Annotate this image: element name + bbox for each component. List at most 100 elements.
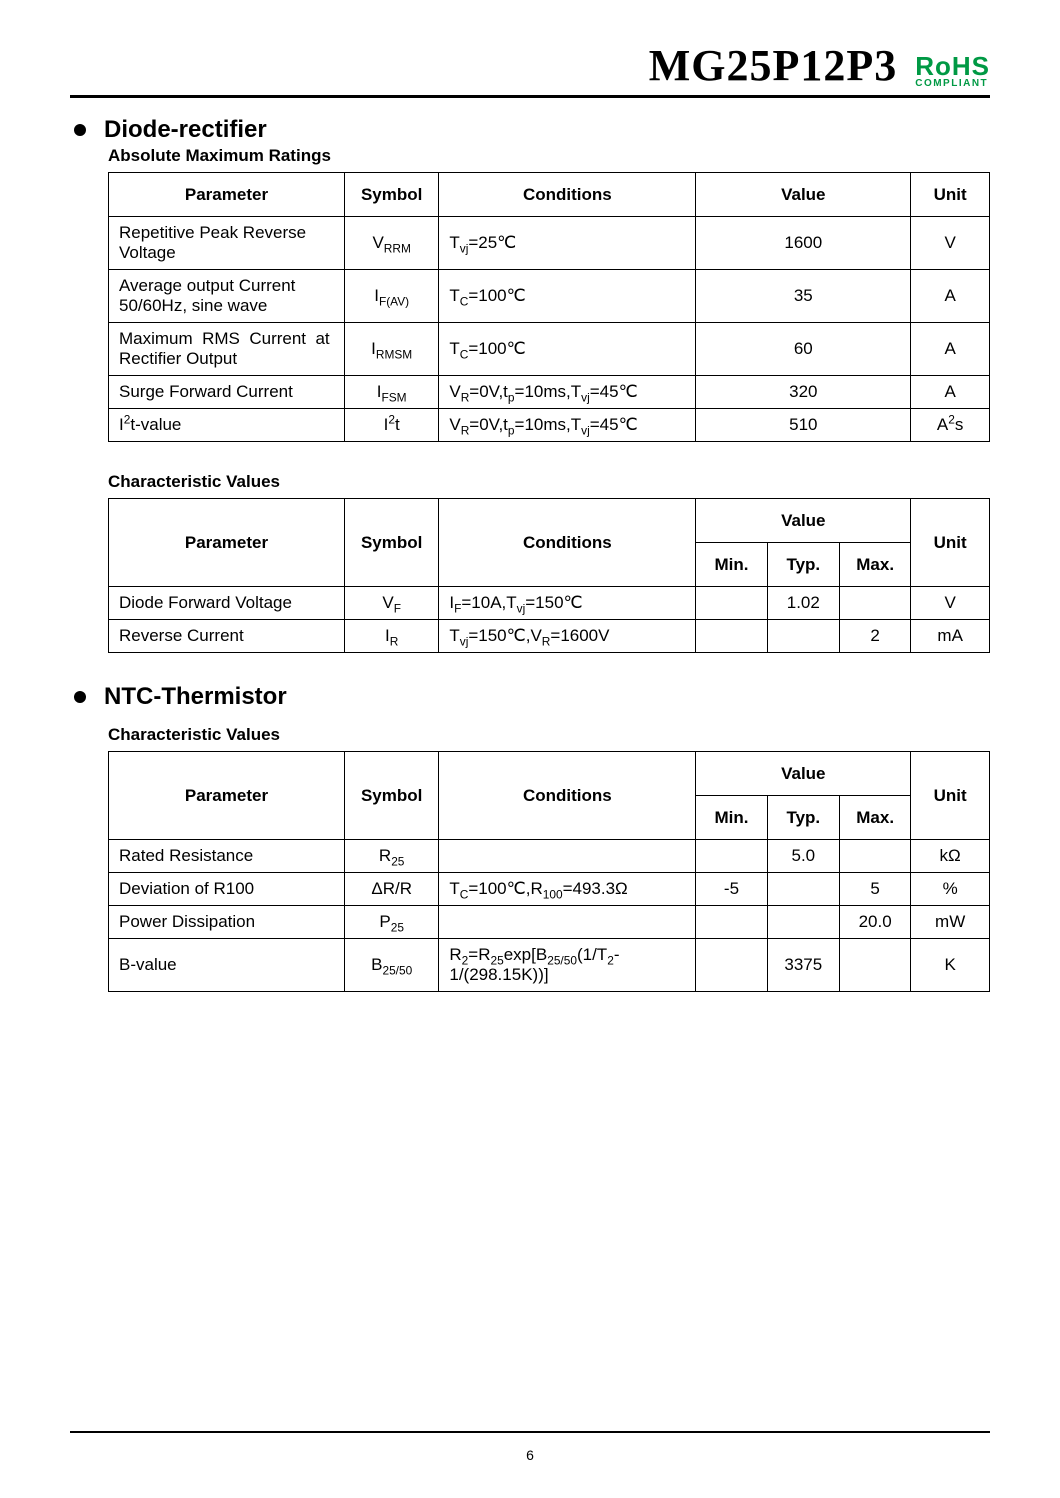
cell-min xyxy=(696,939,767,992)
cell-max: 20.0 xyxy=(839,906,910,939)
cell-param: Maximum RMS Current at Rectifier Output xyxy=(109,323,345,376)
table-row: Diode Forward Voltage VF IF=10A,Tvj=150℃… xyxy=(109,587,990,620)
cell-symbol: IF(AV) xyxy=(344,270,438,323)
cell-symbol: P25 xyxy=(344,906,438,939)
datasheet-page: MG25P12P3 RoHS COMPLIANT Diode-rectifier… xyxy=(0,0,1060,1498)
table-header-row: Parameter Symbol Conditions Value Unit xyxy=(109,752,990,796)
cell-unit: A xyxy=(911,376,990,409)
table-header-row: Parameter Symbol Conditions Value Unit xyxy=(109,499,990,543)
cell-cond: VR=0V,tp=10ms,Tvj=45℃ xyxy=(439,409,696,442)
cell-min xyxy=(696,906,767,939)
th-parameter: Parameter xyxy=(109,752,345,840)
section-title-diode: Diode-rectifier xyxy=(104,116,267,144)
th-symbol: Symbol xyxy=(344,752,438,840)
table-row: Maximum RMS Current at Rectifier Output … xyxy=(109,323,990,376)
cell-value: 510 xyxy=(696,409,911,442)
table-header-row: Parameter Symbol Conditions Value Unit xyxy=(109,173,990,217)
table-diode-char: Parameter Symbol Conditions Value Unit M… xyxy=(108,498,990,653)
table-row: B-value B25/50 R2=R25exp[B25/50(1/T2-1/(… xyxy=(109,939,990,992)
section-header-diode: Diode-rectifier xyxy=(70,116,990,144)
cell-symbol: ΔR/R xyxy=(344,873,438,906)
cell-param: Rated Resistance xyxy=(109,840,345,873)
th-unit: Unit xyxy=(911,499,990,587)
th-unit: Unit xyxy=(911,173,990,217)
th-max: Max. xyxy=(839,543,910,587)
cell-cond xyxy=(439,906,696,939)
cell-value: 35 xyxy=(696,270,911,323)
cell-min: -5 xyxy=(696,873,767,906)
cell-param: Average output Current 50/60Hz, sine wav… xyxy=(109,270,345,323)
cell-param: B-value xyxy=(109,939,345,992)
cell-cond: IF=10A,Tvj=150℃ xyxy=(439,587,696,620)
th-conditions: Conditions xyxy=(439,752,696,840)
part-number: MG25P12P3 xyxy=(649,40,898,91)
table-row: Deviation of R100 ΔR/R TC=100℃,R100=493.… xyxy=(109,873,990,906)
th-max: Max. xyxy=(839,796,910,840)
cell-max: 2 xyxy=(839,620,910,653)
cell-unit: kΩ xyxy=(911,840,990,873)
th-symbol: Symbol xyxy=(344,499,438,587)
cell-symbol: IFSM xyxy=(344,376,438,409)
cell-max: 5 xyxy=(839,873,910,906)
subsection-title-diode-char: Characteristic Values xyxy=(108,472,990,492)
th-unit: Unit xyxy=(911,752,990,840)
th-typ: Typ. xyxy=(767,796,839,840)
cell-param: Deviation of R100 xyxy=(109,873,345,906)
table-diode-absmax: Parameter Symbol Conditions Value Unit R… xyxy=(108,172,990,442)
th-symbol: Symbol xyxy=(344,173,438,217)
cell-typ: 5.0 xyxy=(767,840,839,873)
cell-symbol: I2t xyxy=(344,409,438,442)
page-number: 6 xyxy=(0,1447,1060,1463)
cell-typ: 1.02 xyxy=(767,587,839,620)
th-value: Value xyxy=(696,173,911,217)
cell-param: Power Dissipation xyxy=(109,906,345,939)
cell-cond: Tvj=25℃ xyxy=(439,217,696,270)
table-ntc-char: Parameter Symbol Conditions Value Unit M… xyxy=(108,751,990,992)
table-row: Average output Current 50/60Hz, sine wav… xyxy=(109,270,990,323)
cell-min xyxy=(696,587,767,620)
page-header: MG25P12P3 RoHS COMPLIANT xyxy=(70,40,990,98)
cell-param: I2t-value xyxy=(109,409,345,442)
cell-cond: TC=100℃ xyxy=(439,270,696,323)
cell-max xyxy=(839,840,910,873)
th-min: Min. xyxy=(696,543,767,587)
cell-unit: mW xyxy=(911,906,990,939)
rohs-label-bottom: COMPLIANT xyxy=(915,79,988,89)
cell-unit: A xyxy=(911,270,990,323)
cell-value: 60 xyxy=(696,323,911,376)
cell-min xyxy=(696,840,767,873)
cell-symbol: IR xyxy=(344,620,438,653)
cell-unit: V xyxy=(911,587,990,620)
cell-param: Reverse Current xyxy=(109,620,345,653)
th-parameter: Parameter xyxy=(109,173,345,217)
rohs-badge: RoHS COMPLIANT xyxy=(915,53,990,89)
cell-min xyxy=(696,620,767,653)
cell-symbol: VF xyxy=(344,587,438,620)
table-row: Rated Resistance R25 5.0 kΩ xyxy=(109,840,990,873)
cell-cond: R2=R25exp[B25/50(1/T2-1/(298.15K))] xyxy=(439,939,696,992)
bullet-icon xyxy=(74,691,86,703)
cell-value: 320 xyxy=(696,376,911,409)
th-value: Value xyxy=(696,752,911,796)
cell-symbol: IRMSM xyxy=(344,323,438,376)
cell-unit: mA xyxy=(911,620,990,653)
footer-divider xyxy=(70,1431,990,1433)
cell-unit: A2s xyxy=(911,409,990,442)
table-row: Power Dissipation P25 20.0 mW xyxy=(109,906,990,939)
cell-value: 1600 xyxy=(696,217,911,270)
table-row: Surge Forward Current IFSM VR=0V,tp=10ms… xyxy=(109,376,990,409)
cell-max xyxy=(839,939,910,992)
bullet-icon xyxy=(74,124,86,136)
th-parameter: Parameter xyxy=(109,499,345,587)
cell-cond xyxy=(439,840,696,873)
cell-unit: K xyxy=(911,939,990,992)
th-conditions: Conditions xyxy=(439,173,696,217)
cell-param: Surge Forward Current xyxy=(109,376,345,409)
cell-unit: V xyxy=(911,217,990,270)
table-row: Reverse Current IR Tvj=150℃,VR=1600V 2 m… xyxy=(109,620,990,653)
cell-unit: A xyxy=(911,323,990,376)
section-title-ntc: NTC-Thermistor xyxy=(104,683,287,711)
cell-symbol: VRRM xyxy=(344,217,438,270)
cell-max xyxy=(839,587,910,620)
table-row: Repetitive Peak Reverse Voltage VRRM Tvj… xyxy=(109,217,990,270)
